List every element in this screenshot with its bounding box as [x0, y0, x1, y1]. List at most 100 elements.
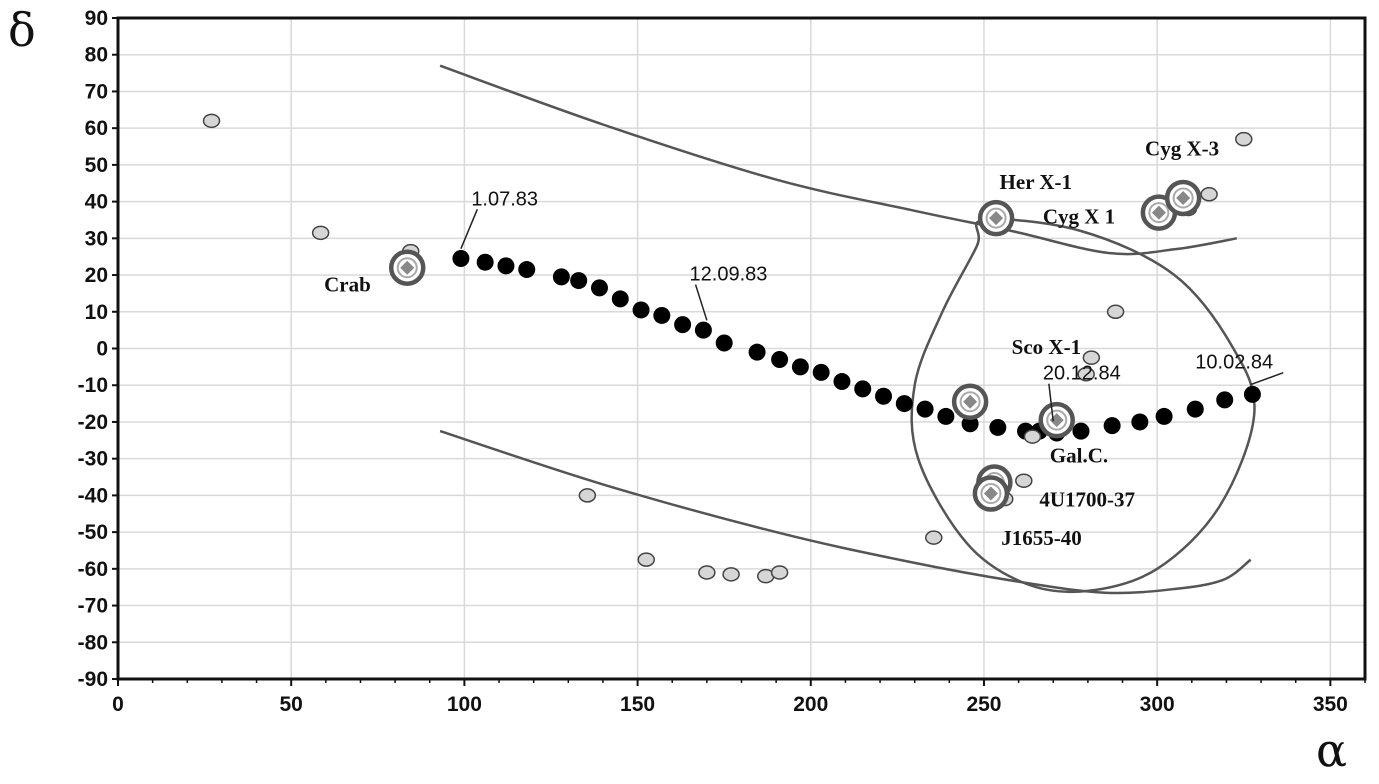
x-tick-label: 50	[280, 693, 303, 716]
catalogued-source-point	[388, 249, 426, 286]
x-tick-label: 200	[793, 693, 828, 716]
y-tick-label: 90	[85, 7, 108, 30]
field-source-point	[1077, 366, 1095, 382]
field-source-point	[1015, 473, 1033, 488]
field-source-point	[1023, 429, 1042, 444]
catalogued-sources-series	[388, 179, 1202, 512]
y-tick-label: -70	[78, 595, 108, 618]
field-source-point	[924, 530, 943, 545]
catalogued-source-point	[1164, 179, 1202, 217]
y-tick-label: 50	[85, 154, 108, 177]
track-series	[452, 250, 1261, 442]
date-annotation: 10.02.84	[1195, 352, 1273, 374]
track-point	[916, 400, 934, 418]
x-tick-label: 100	[447, 693, 482, 716]
track-point	[590, 279, 608, 297]
y-tick-label: 30	[85, 227, 108, 250]
track-point	[961, 415, 979, 433]
boundary-curve-upper	[439, 64, 1238, 256]
y-tick-label: -10	[78, 374, 108, 397]
boundary-curves	[439, 64, 1256, 595]
track-point	[1243, 385, 1261, 403]
field-source-point	[722, 567, 740, 582]
track-point	[452, 250, 470, 268]
track-point	[791, 358, 809, 376]
y-tick-label: 40	[85, 191, 108, 214]
track-point	[611, 290, 629, 308]
track-point	[1186, 400, 1204, 418]
y-tick-label: -50	[78, 521, 108, 544]
catalogued-source-point	[951, 383, 989, 420]
annotation-leader	[1250, 371, 1284, 386]
track-point	[1155, 407, 1173, 425]
y-tick-label: 10	[85, 301, 108, 324]
source-label: Gal.C.	[1050, 443, 1108, 467]
date-annotation: 12.09.83	[690, 264, 768, 286]
catalogued-source-point	[1038, 401, 1075, 439]
catalogued-source-point	[972, 475, 1010, 512]
axis-ticks: 9080706050403020100-10-20-30-40-50-60-70…	[78, 7, 1366, 716]
date-annotation: 1.07.83	[471, 188, 538, 210]
y-tick-label: -80	[78, 631, 108, 654]
source-label: Cyg X-3	[1145, 137, 1219, 161]
annotation-leader	[460, 208, 479, 249]
field-source-point	[1235, 131, 1253, 147]
y-tick-label: 20	[85, 264, 108, 287]
track-point	[1103, 417, 1121, 435]
y-tick-label: -20	[78, 411, 108, 434]
catalogued-source-point	[977, 199, 1015, 237]
track-point	[812, 363, 830, 381]
field-source-point	[311, 225, 330, 241]
track-point	[552, 268, 570, 286]
track-point	[748, 343, 766, 361]
field-source-point	[698, 565, 716, 580]
field-source-point	[202, 113, 221, 129]
track-point	[1131, 413, 1149, 431]
track-point	[653, 306, 671, 324]
field-source-point	[1082, 350, 1101, 365]
track-point	[694, 321, 712, 339]
x-axis-label: α	[1316, 723, 1347, 777]
x-tick-label: 0	[112, 693, 124, 716]
track-point	[1072, 422, 1090, 440]
track-point	[1216, 391, 1234, 409]
source-label: Her X-1	[1000, 170, 1073, 194]
x-tick-label: 150	[620, 693, 655, 716]
track-point	[937, 407, 955, 425]
track-point	[989, 418, 1007, 436]
y-tick-label: 70	[85, 80, 108, 103]
track-point	[632, 301, 650, 319]
source-label: J1655-40	[1001, 526, 1082, 550]
labels: 1.07.83 12.09.83 20.12.84 10.02.84 Crab Her X…	[324, 137, 1284, 550]
y-tick-label: 0	[96, 338, 108, 361]
y-tick-label: -40	[78, 484, 108, 507]
source-label: Sco X-1	[1012, 335, 1081, 359]
date-annotation: 20.12.84	[1043, 363, 1121, 385]
y-axis-label: δ	[8, 3, 36, 57]
track-point	[570, 272, 588, 290]
source-label: Crab	[324, 273, 371, 297]
grid	[118, 18, 1365, 679]
track-point	[875, 387, 893, 405]
track-point	[833, 373, 851, 391]
x-tick-label: 350	[1313, 693, 1348, 716]
source-label: 4U1700-37	[1039, 487, 1135, 511]
track-point	[674, 316, 692, 334]
annotation-leader	[694, 284, 708, 321]
y-tick-label: -60	[78, 558, 108, 581]
annotation-leader	[1048, 383, 1054, 422]
field-source-point	[1200, 187, 1218, 202]
boundary-curve-lower	[439, 429, 1252, 595]
field-source-point	[770, 565, 789, 580]
y-tick-label: -30	[78, 448, 108, 471]
source-label: Cyg X 1	[1043, 205, 1115, 229]
track-point	[771, 351, 789, 369]
track-point	[854, 380, 872, 398]
field-source-point	[1106, 304, 1125, 320]
field-source-point	[578, 488, 597, 503]
track-point	[895, 395, 913, 413]
field-source-point	[637, 552, 655, 567]
track-point	[497, 257, 515, 275]
